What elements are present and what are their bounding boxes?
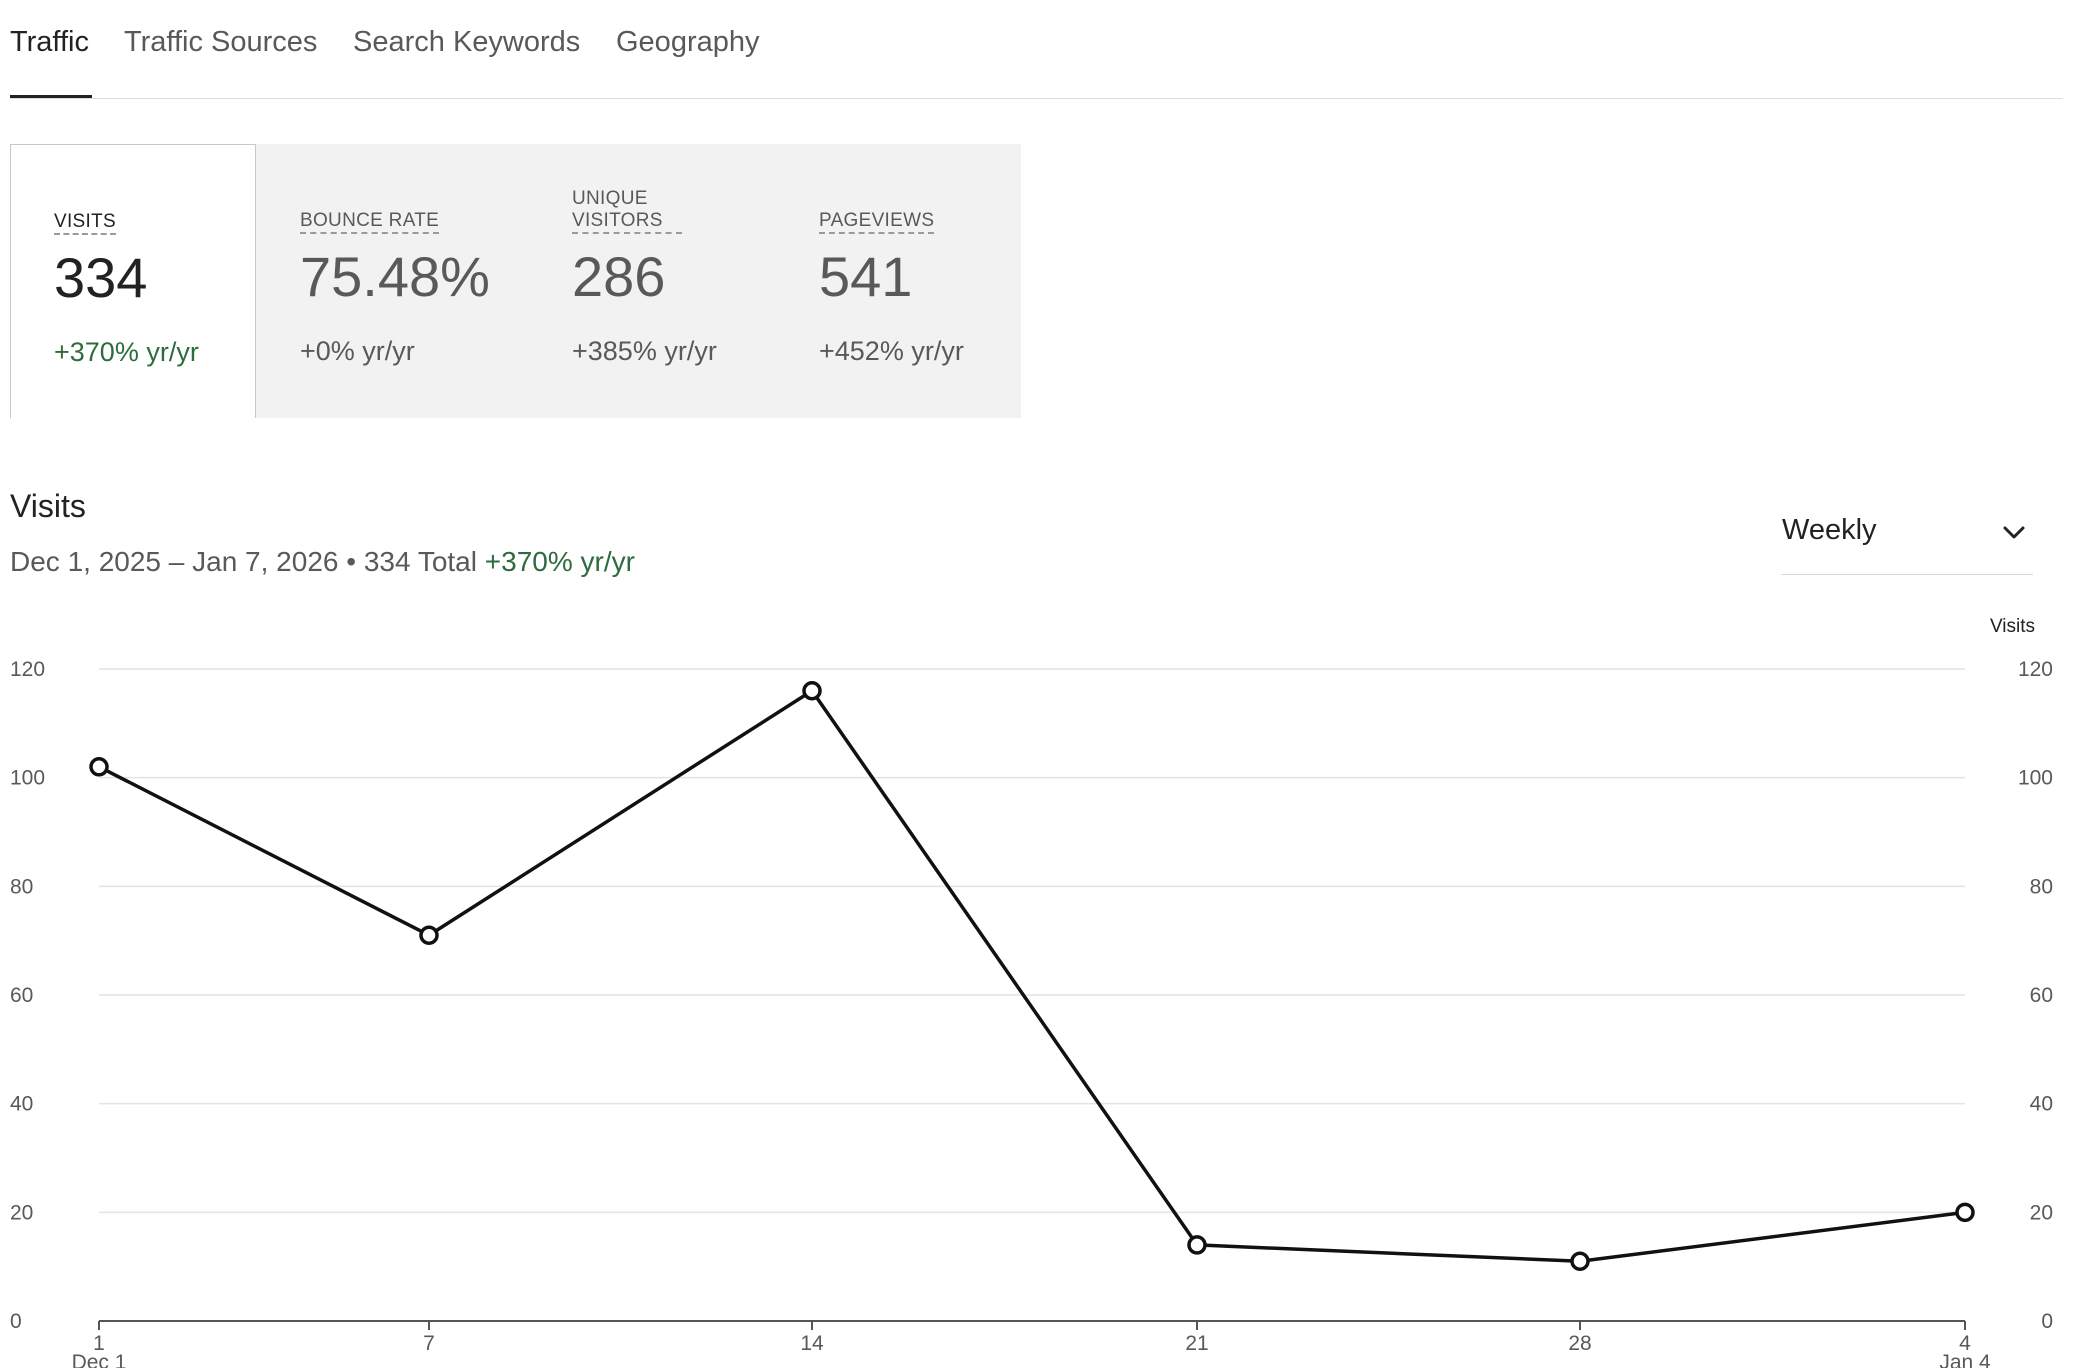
y-tick-label-right: 120 — [2018, 658, 2053, 681]
metric-label: VISITS — [54, 211, 116, 235]
chart-title: Visits — [10, 488, 86, 524]
metric-change: +385% yr/yr — [572, 336, 717, 366]
date-range: Dec 1, 2025 – Jan 7, 2026 — [10, 546, 339, 577]
total-visits: 334 Total — [363, 546, 477, 577]
metric-change: +452% yr/yr — [819, 336, 964, 366]
right-axis-title: Visits — [1990, 616, 2035, 637]
y-tick-label-right: 60 — [2030, 984, 2053, 1007]
metric-value: 541 — [819, 245, 913, 308]
y-tick-label-right: 100 — [2018, 767, 2053, 790]
data-point[interactable] — [1570, 1251, 1590, 1271]
active-tab-indicator — [10, 95, 92, 98]
report-tabs: Traffic Traffic Sources Search Keywords … — [10, 0, 2063, 99]
data-point[interactable] — [1955, 1202, 1975, 1223]
metric-change: +0% yr/yr — [300, 336, 415, 366]
interval-dropdown-value: Weekly — [1782, 514, 1877, 546]
y-tick-label-left: 100 — [10, 767, 45, 790]
interval-dropdown[interactable]: Weekly — [1781, 504, 2033, 575]
chart-subtitle: Dec 1, 2025 – Jan 7, 2026 • 334 Total +3… — [10, 546, 635, 578]
y-tick-label-left: 20 — [10, 1201, 33, 1224]
chevron-down-icon — [2003, 526, 2025, 539]
metric-label: PAGEVIEWS — [819, 210, 935, 234]
metric-card-bounce-rate[interactable]: BOUNCE RATE 75.48% +0% yr/yr — [256, 144, 530, 418]
data-point[interactable] — [89, 757, 109, 777]
x-tick-label: 4 — [1959, 1332, 1971, 1355]
metric-label: BOUNCE RATE — [300, 210, 440, 234]
y-tick-label-left: 60 — [10, 984, 33, 1007]
metric-label: UNIQUE VISITORS — [572, 188, 682, 234]
metric-value: 75.48% — [300, 245, 490, 308]
x-tick-label: 14 — [800, 1332, 824, 1355]
y-tick-label-right: 20 — [2030, 1201, 2053, 1224]
x-tick-label: 21 — [1185, 1332, 1208, 1355]
y-tick-label-right: 80 — [2030, 875, 2053, 898]
y-tick-label-left: 0 — [10, 1310, 22, 1333]
tab-traffic[interactable]: Traffic — [10, 26, 89, 58]
metric-value: 286 — [572, 245, 666, 308]
metric-card-visits[interactable]: VISITS 334 +370% yr/yr — [10, 144, 256, 418]
data-point[interactable] — [419, 925, 439, 945]
metric-card-pageviews[interactable]: PAGEVIEWS 541 +452% yr/yr — [777, 144, 1021, 418]
tab-geography[interactable]: Geography — [616, 26, 760, 58]
series-line — [98, 688, 1966, 1263]
yoy-change: +370% yr/yr — [484, 546, 635, 577]
metric-card-unique-visitors[interactable]: UNIQUE VISITORS 286 +385% yr/yr — [530, 144, 777, 418]
y-tick-label-right: 0 — [2041, 1310, 2053, 1333]
x-tick-sublabel: Jan 4 — [1939, 1351, 1991, 1368]
tab-search-keywords[interactable]: Search Keywords — [353, 26, 581, 58]
y-tick-label-left: 80 — [10, 875, 33, 898]
x-tick-sublabel: Dec 1 — [72, 1351, 127, 1368]
separator-dot: • — [346, 546, 357, 577]
y-tick-label-right: 40 — [2030, 1093, 2053, 1116]
x-tick-label: 1 — [93, 1332, 105, 1355]
metrics-panel: VISITS 334 +370% yr/yr BOUNCE RATE 75.48… — [10, 144, 1021, 418]
data-point[interactable] — [802, 680, 822, 701]
y-tick-label-left: 120 — [10, 658, 45, 681]
y-tick-label-left: 40 — [10, 1093, 33, 1116]
data-point[interactable] — [1187, 1235, 1207, 1255]
metric-change: +370% yr/yr — [54, 337, 199, 367]
x-tick-label: 7 — [423, 1332, 435, 1355]
tab-traffic-sources[interactable]: Traffic Sources — [124, 26, 318, 58]
x-tick-label: 28 — [1568, 1332, 1591, 1355]
metric-value: 334 — [54, 246, 148, 309]
